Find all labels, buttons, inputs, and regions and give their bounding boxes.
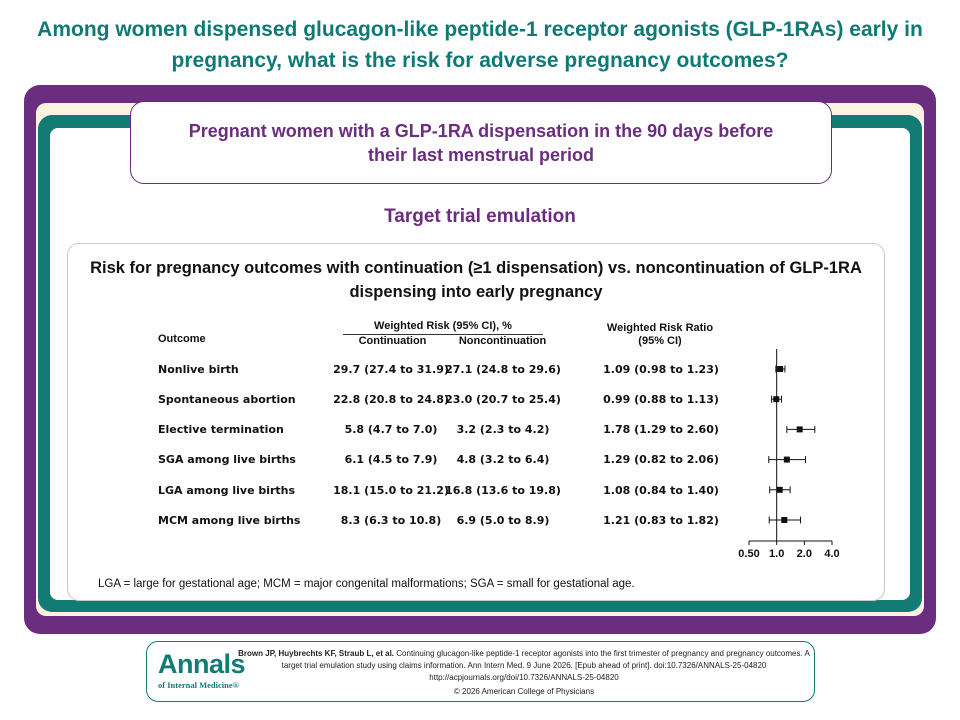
point-estimate — [783, 456, 790, 463]
row-outcome: SGA among live births — [158, 453, 296, 466]
row-continuation: 5.8 (4.7 to 7.0) — [344, 423, 438, 436]
x-tick-label: 4.0 — [824, 548, 839, 560]
point-estimate — [796, 426, 803, 433]
x-tick-label: 1.0 — [769, 548, 784, 560]
row-noncontinuation: 6.9 (5.0 to 8.9) — [456, 514, 550, 527]
header-ratio: Weighted Risk Ratio — [606, 322, 714, 334]
row-noncontinuation: 4.8 (3.2 to 6.4) — [456, 453, 550, 466]
citation-reference: Brown JP, Huybrechts KF, Straub L, et al… — [238, 648, 810, 672]
chart-title: Risk for pregnancy outcomes with continu… — [90, 259, 862, 301]
row-outcome: LGA among live births — [158, 484, 296, 497]
row-outcome: Spontaneous abortion — [158, 393, 296, 406]
row-ratio: 1.21 (0.83 to 1.82) — [603, 514, 719, 527]
forest-plot: 0.50 1.0 2.0 4.0 — [738, 349, 840, 560]
population-text: Pregnant women with a GLP-1RA dispensati… — [188, 120, 774, 165]
citation-body: Continuing glucagon-like peptide-1 recep… — [281, 649, 810, 670]
row-ratio: 0.99 (0.88 to 1.13) — [603, 393, 719, 406]
journal-logo: Annals — [158, 649, 246, 679]
citation: Brown JP, Huybrechts KF, Straub L, et al… — [238, 648, 810, 698]
row-noncontinuation: 3.2 (2.3 to 4.2) — [456, 423, 550, 436]
citation-copyright: © 2026 American College of Physicians — [453, 687, 595, 696]
row-continuation: 18.1 (15.0 to 21.2) — [333, 484, 449, 497]
header-continuation: Continuation — [358, 335, 427, 347]
point-estimate — [777, 366, 784, 372]
row-noncontinuation: 27.1 (24.8 to 29.6) — [445, 363, 561, 376]
row-ratio: 1.08 (0.84 to 1.40) — [603, 484, 719, 497]
row-outcome: Nonlive birth — [158, 363, 239, 376]
page-title: Among women dispensed glucagon-like pept… — [37, 18, 923, 72]
point-estimate — [776, 486, 783, 493]
citation-authors: Brown JP, Huybrechts KF, Straub L, et al… — [238, 649, 395, 658]
journal-logo-subtitle: of Internal Medicine® — [158, 680, 239, 690]
citation-box — [146, 641, 815, 702]
header-outcome: Outcome — [158, 333, 206, 345]
x-tick-label: 0.50 — [738, 548, 759, 560]
section-title: Target trial emulation — [384, 206, 576, 227]
row-noncontinuation: 23.0 (20.7 to 25.4) — [445, 393, 561, 406]
x-tick-label: 2.0 — [797, 548, 812, 560]
row-continuation: 29.7 (27.4 to 31.9) — [333, 363, 449, 376]
row-outcome: MCM among live births — [158, 514, 301, 527]
row-ratio: 1.29 (0.82 to 2.06) — [603, 453, 719, 466]
row-ratio: 1.78 (1.29 to 2.60) — [603, 423, 719, 436]
row-continuation: 22.8 (20.8 to 24.8) — [333, 393, 449, 406]
point-estimate — [781, 517, 788, 523]
row-continuation: 6.1 (4.5 to 7.9) — [344, 453, 438, 466]
row-ratio: 1.09 (0.98 to 1.23) — [603, 363, 719, 376]
footnote: LGA = large for gestational age; MCM = m… — [98, 578, 635, 590]
row-outcome: Elective termination — [158, 423, 284, 436]
header-weighted-risk: Weighted Risk (95% CI), % — [374, 320, 512, 332]
citation-url[interactable]: http://acpjournals.org/doi/10.7326/ANNAL… — [429, 673, 619, 682]
point-estimate — [773, 396, 780, 403]
header-ratio-ci: (95% CI) — [638, 335, 682, 347]
row-noncontinuation: 16.8 (13.6 to 19.8) — [445, 484, 561, 497]
header-rule — [343, 334, 543, 335]
header-noncontinuation: Noncontinuation — [458, 335, 547, 347]
row-continuation: 8.3 (6.3 to 10.8) — [340, 514, 442, 527]
population-box: Pregnant women with a GLP-1RA dispensati… — [130, 101, 832, 184]
